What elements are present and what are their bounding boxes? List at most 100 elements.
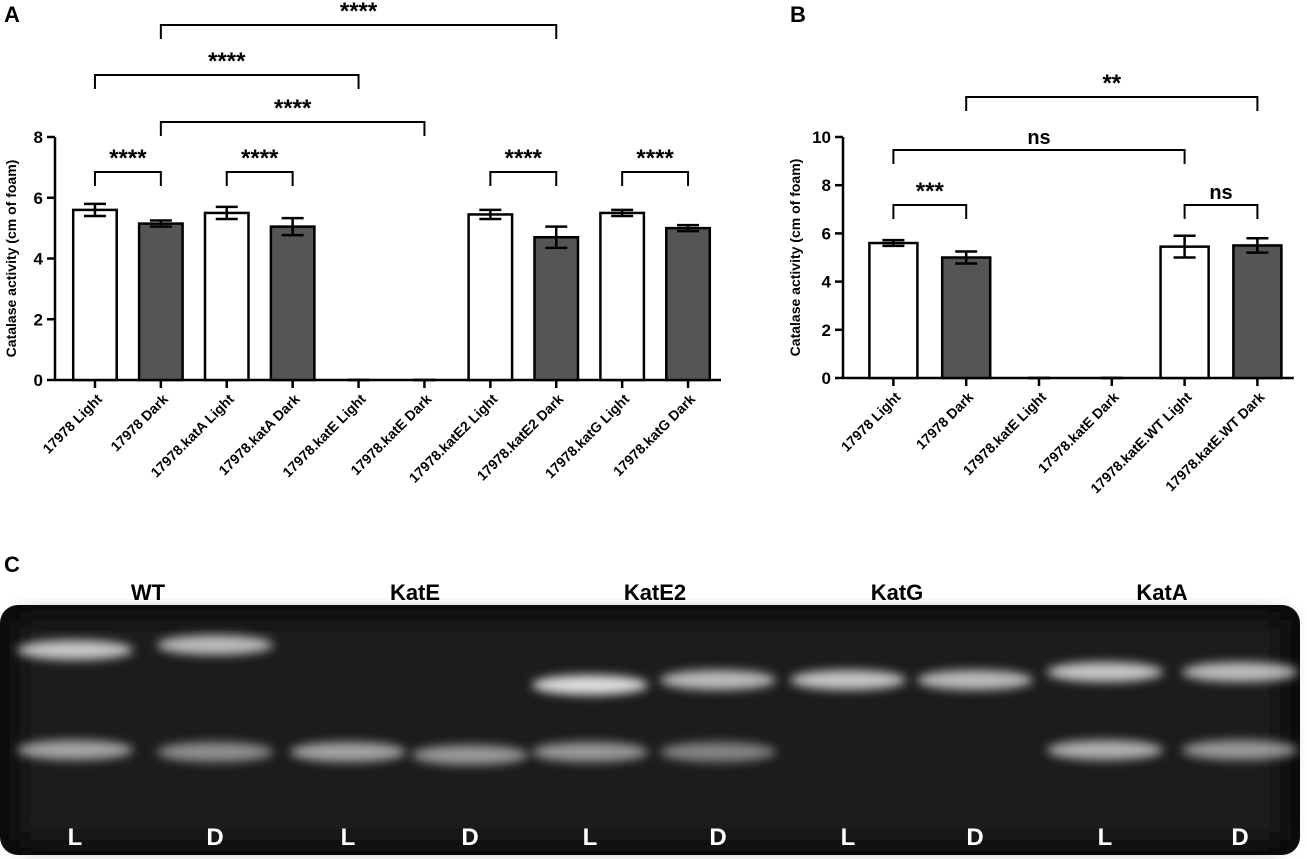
y-tick-label: 4 — [822, 273, 832, 292]
significance-label: **** — [274, 95, 312, 122]
gel-glow — [20, 620, 1280, 840]
y-tick-label: 6 — [822, 224, 831, 243]
gel-image — [0, 605, 1300, 855]
error-bar — [149, 219, 172, 228]
y-axis-label: Catalase activity (cm of foam) — [787, 159, 803, 357]
significance-label: **** — [241, 145, 279, 172]
significance-bracket — [1183, 204, 1259, 219]
significance-bracket — [892, 204, 968, 219]
panel-label: A — [4, 2, 20, 27]
bar — [868, 241, 919, 380]
bar — [137, 222, 184, 382]
error-bar — [677, 223, 700, 233]
significance-label: ns — [1209, 182, 1232, 204]
gel-band — [1182, 662, 1298, 682]
significance-label: **** — [340, 0, 378, 25]
gel-band — [157, 742, 273, 762]
y-tick-label: 4 — [34, 250, 44, 269]
panel-label: C — [4, 552, 20, 577]
gel-band — [532, 742, 648, 762]
gel-band — [17, 640, 133, 660]
error-bar — [83, 202, 106, 218]
gel-lane-label: D — [461, 824, 478, 851]
gel-group-label: KatE — [390, 580, 440, 605]
x-tick-label: 17978 Dark — [107, 391, 171, 455]
gel-band — [1047, 740, 1163, 760]
error-bar — [215, 205, 238, 221]
gel-band — [157, 635, 273, 655]
significance-bracket — [93, 74, 360, 89]
y-axis-label: Catalase activity (cm of foam) — [3, 160, 19, 358]
significance-bracket — [489, 171, 558, 186]
gel-lane-label: L — [841, 824, 856, 851]
bar — [940, 256, 992, 380]
x-tick-label: 17978 Light — [838, 389, 904, 455]
significance-bracket — [621, 171, 690, 186]
significance-bracket — [159, 121, 426, 136]
y-tick-label: 8 — [34, 128, 43, 147]
bar — [71, 208, 118, 382]
gel-band — [1047, 662, 1163, 682]
gel-band — [790, 670, 906, 690]
gel-lane-label: L — [1098, 824, 1113, 851]
x-tick-label: 17978 Dark — [913, 389, 977, 453]
gel-group-label: KatE2 — [624, 580, 686, 605]
gel-lane-label: L — [341, 824, 356, 851]
significance-bracket — [892, 149, 1186, 164]
significance-label: **** — [636, 145, 674, 172]
gel-band — [412, 745, 528, 765]
x-tick-label: 17978 Light — [39, 391, 105, 457]
error-bar — [1246, 236, 1269, 254]
gel-lane-label: D — [206, 824, 223, 851]
gel-band — [1182, 740, 1298, 760]
significance-label: ns — [1027, 127, 1050, 149]
significance-label: **** — [505, 145, 543, 172]
gel-lane-label: D — [1231, 824, 1248, 851]
error-bar — [882, 238, 905, 248]
gel-band — [532, 675, 648, 695]
y-tick-label: 6 — [34, 189, 43, 208]
significance-bracket — [965, 96, 1259, 111]
y-tick-label: 2 — [34, 310, 43, 329]
gel-band — [17, 740, 133, 760]
significance-label: *** — [916, 178, 945, 205]
error-bar — [611, 208, 634, 218]
bar — [467, 213, 514, 382]
bar — [1159, 245, 1210, 380]
bar — [665, 226, 712, 382]
bar — [1232, 244, 1283, 380]
gel-group-label: WT — [131, 580, 166, 605]
gel-band — [660, 742, 776, 762]
error-bar — [479, 208, 502, 221]
significance-bracket — [225, 171, 294, 186]
gel-group-label: KatG — [871, 580, 924, 605]
significance-bracket — [93, 171, 162, 186]
gel-lane-label: D — [966, 824, 983, 851]
gel-band — [290, 742, 406, 762]
significance-label: **** — [109, 145, 147, 172]
gel-lane-label: L — [583, 824, 598, 851]
bar — [599, 211, 646, 382]
panel-label: B — [790, 2, 806, 27]
error-bar — [545, 225, 568, 250]
significance-label: ** — [1102, 70, 1121, 97]
gel-band — [917, 670, 1033, 690]
error-bar — [281, 216, 304, 237]
error-bar — [1173, 234, 1196, 259]
y-tick-label: 0 — [34, 371, 43, 390]
gel-band — [660, 670, 776, 690]
bar — [203, 211, 250, 382]
bar — [533, 235, 580, 382]
y-tick-label: 10 — [812, 128, 831, 147]
y-tick-label: 0 — [822, 369, 831, 388]
y-tick-label: 8 — [822, 176, 831, 195]
significance-label: **** — [208, 48, 246, 75]
error-bar — [955, 250, 978, 265]
gel-group-label: KatA — [1136, 580, 1187, 605]
y-tick-label: 2 — [822, 321, 831, 340]
significance-bracket — [159, 24, 558, 39]
gel-lane-label: L — [68, 824, 83, 851]
bar — [269, 225, 316, 382]
gel-lane-label: D — [709, 824, 726, 851]
